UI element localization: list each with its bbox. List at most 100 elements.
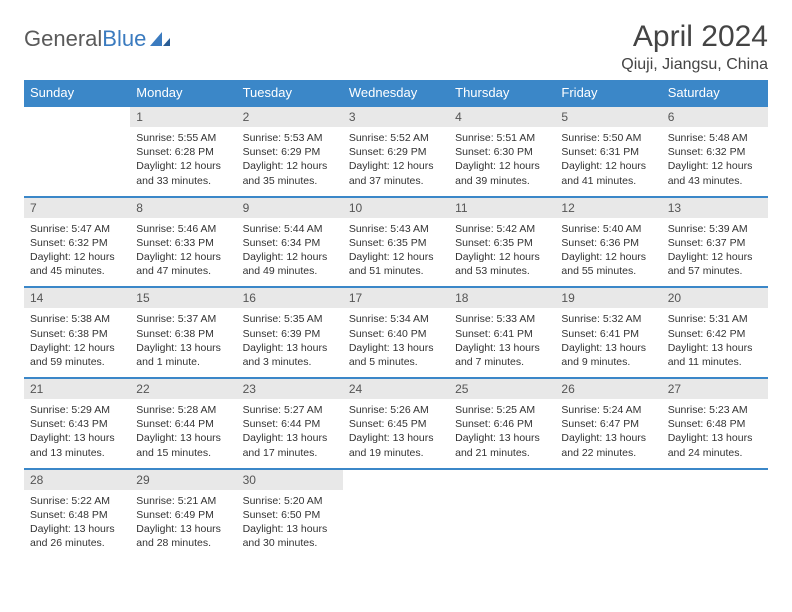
- calendar-cell: 23Sunrise: 5:27 AMSunset: 6:44 PMDayligh…: [237, 378, 343, 469]
- sunset-line: Sunset: 6:42 PM: [668, 327, 762, 341]
- day-content: Sunrise: 5:23 AMSunset: 6:48 PMDaylight:…: [662, 399, 768, 468]
- day-number: 4: [449, 107, 555, 127]
- day-content: Sunrise: 5:38 AMSunset: 6:38 PMDaylight:…: [24, 308, 130, 377]
- daylight-line: Daylight: 12 hours and 43 minutes.: [668, 159, 762, 187]
- daylight-line: Daylight: 13 hours and 24 minutes.: [668, 431, 762, 459]
- calendar-cell: [24, 106, 130, 197]
- sunset-line: Sunset: 6:29 PM: [349, 145, 443, 159]
- day-number: 30: [237, 470, 343, 490]
- sunrise-line: Sunrise: 5:42 AM: [455, 222, 549, 236]
- day-number-blank: [449, 470, 555, 490]
- calendar-cell: [555, 469, 661, 559]
- day-number: 23: [237, 379, 343, 399]
- calendar-cell: 21Sunrise: 5:29 AMSunset: 6:43 PMDayligh…: [24, 378, 130, 469]
- day-number: 7: [24, 198, 130, 218]
- day-content: Sunrise: 5:28 AMSunset: 6:44 PMDaylight:…: [130, 399, 236, 468]
- sunset-line: Sunset: 6:33 PM: [136, 236, 230, 250]
- daylight-line: Daylight: 12 hours and 33 minutes.: [136, 159, 230, 187]
- sunset-line: Sunset: 6:49 PM: [136, 508, 230, 522]
- day-number: 21: [24, 379, 130, 399]
- logo-word2: Blue: [102, 26, 146, 51]
- logo-sail-icon: [148, 30, 172, 48]
- day-number: 17: [343, 288, 449, 308]
- weekday-header: Tuesday: [237, 80, 343, 106]
- day-content: Sunrise: 5:34 AMSunset: 6:40 PMDaylight:…: [343, 308, 449, 377]
- sunset-line: Sunset: 6:45 PM: [349, 417, 443, 431]
- calendar-cell: 28Sunrise: 5:22 AMSunset: 6:48 PMDayligh…: [24, 469, 130, 559]
- daylight-line: Daylight: 13 hours and 28 minutes.: [136, 522, 230, 550]
- calendar-cell: 16Sunrise: 5:35 AMSunset: 6:39 PMDayligh…: [237, 287, 343, 378]
- day-content: Sunrise: 5:22 AMSunset: 6:48 PMDaylight:…: [24, 490, 130, 559]
- daylight-line: Daylight: 12 hours and 55 minutes.: [561, 250, 655, 278]
- sunset-line: Sunset: 6:43 PM: [30, 417, 124, 431]
- daylight-line: Daylight: 12 hours and 39 minutes.: [455, 159, 549, 187]
- daylight-line: Daylight: 12 hours and 51 minutes.: [349, 250, 443, 278]
- calendar-cell: 11Sunrise: 5:42 AMSunset: 6:35 PMDayligh…: [449, 197, 555, 288]
- calendar-cell: 7Sunrise: 5:47 AMSunset: 6:32 PMDaylight…: [24, 197, 130, 288]
- day-content-blank: [24, 127, 130, 185]
- day-number: 1: [130, 107, 236, 127]
- sunset-line: Sunset: 6:29 PM: [243, 145, 337, 159]
- day-number: 25: [449, 379, 555, 399]
- weekday-header: Thursday: [449, 80, 555, 106]
- sunrise-line: Sunrise: 5:48 AM: [668, 131, 762, 145]
- sunset-line: Sunset: 6:36 PM: [561, 236, 655, 250]
- sunrise-line: Sunrise: 5:43 AM: [349, 222, 443, 236]
- day-content: Sunrise: 5:53 AMSunset: 6:29 PMDaylight:…: [237, 127, 343, 196]
- sunset-line: Sunset: 6:37 PM: [668, 236, 762, 250]
- day-number: 16: [237, 288, 343, 308]
- day-content: Sunrise: 5:44 AMSunset: 6:34 PMDaylight:…: [237, 218, 343, 287]
- day-content: Sunrise: 5:20 AMSunset: 6:50 PMDaylight:…: [237, 490, 343, 559]
- day-content: Sunrise: 5:21 AMSunset: 6:49 PMDaylight:…: [130, 490, 236, 559]
- day-content: Sunrise: 5:29 AMSunset: 6:43 PMDaylight:…: [24, 399, 130, 468]
- calendar-cell: 5Sunrise: 5:50 AMSunset: 6:31 PMDaylight…: [555, 106, 661, 197]
- weekday-header: Monday: [130, 80, 236, 106]
- daylight-line: Daylight: 13 hours and 9 minutes.: [561, 341, 655, 369]
- day-number: 5: [555, 107, 661, 127]
- calendar-cell: 29Sunrise: 5:21 AMSunset: 6:49 PMDayligh…: [130, 469, 236, 559]
- calendar-cell: [662, 469, 768, 559]
- day-number: 14: [24, 288, 130, 308]
- daylight-line: Daylight: 13 hours and 13 minutes.: [30, 431, 124, 459]
- daylight-line: Daylight: 13 hours and 30 minutes.: [243, 522, 337, 550]
- day-content: Sunrise: 5:26 AMSunset: 6:45 PMDaylight:…: [343, 399, 449, 468]
- daylight-line: Daylight: 12 hours and 35 minutes.: [243, 159, 337, 187]
- calendar-cell: 8Sunrise: 5:46 AMSunset: 6:33 PMDaylight…: [130, 197, 236, 288]
- daylight-line: Daylight: 13 hours and 11 minutes.: [668, 341, 762, 369]
- day-number-blank: [662, 470, 768, 490]
- day-content: Sunrise: 5:43 AMSunset: 6:35 PMDaylight:…: [343, 218, 449, 287]
- daylight-line: Daylight: 12 hours and 59 minutes.: [30, 341, 124, 369]
- sunset-line: Sunset: 6:41 PM: [561, 327, 655, 341]
- day-content-blank: [662, 490, 768, 548]
- day-content: Sunrise: 5:32 AMSunset: 6:41 PMDaylight:…: [555, 308, 661, 377]
- calendar-cell: 13Sunrise: 5:39 AMSunset: 6:37 PMDayligh…: [662, 197, 768, 288]
- sunset-line: Sunset: 6:44 PM: [136, 417, 230, 431]
- sunrise-line: Sunrise: 5:55 AM: [136, 131, 230, 145]
- calendar-cell: 12Sunrise: 5:40 AMSunset: 6:36 PMDayligh…: [555, 197, 661, 288]
- calendar-row: 21Sunrise: 5:29 AMSunset: 6:43 PMDayligh…: [24, 378, 768, 469]
- calendar-cell: [343, 469, 449, 559]
- daylight-line: Daylight: 13 hours and 26 minutes.: [30, 522, 124, 550]
- calendar-table: SundayMondayTuesdayWednesdayThursdayFrid…: [24, 80, 768, 558]
- calendar-cell: 25Sunrise: 5:25 AMSunset: 6:46 PMDayligh…: [449, 378, 555, 469]
- sunrise-line: Sunrise: 5:47 AM: [30, 222, 124, 236]
- calendar-cell: 9Sunrise: 5:44 AMSunset: 6:34 PMDaylight…: [237, 197, 343, 288]
- sunset-line: Sunset: 6:38 PM: [136, 327, 230, 341]
- sunrise-line: Sunrise: 5:46 AM: [136, 222, 230, 236]
- calendar-cell: 14Sunrise: 5:38 AMSunset: 6:38 PMDayligh…: [24, 287, 130, 378]
- sunrise-line: Sunrise: 5:35 AM: [243, 312, 337, 326]
- calendar-cell: 4Sunrise: 5:51 AMSunset: 6:30 PMDaylight…: [449, 106, 555, 197]
- day-content: Sunrise: 5:24 AMSunset: 6:47 PMDaylight:…: [555, 399, 661, 468]
- day-number-blank: [555, 470, 661, 490]
- day-content: Sunrise: 5:37 AMSunset: 6:38 PMDaylight:…: [130, 308, 236, 377]
- calendar-cell: 22Sunrise: 5:28 AMSunset: 6:44 PMDayligh…: [130, 378, 236, 469]
- daylight-line: Daylight: 12 hours and 53 minutes.: [455, 250, 549, 278]
- logo-text: GeneralBlue: [24, 26, 146, 52]
- calendar-cell: 3Sunrise: 5:52 AMSunset: 6:29 PMDaylight…: [343, 106, 449, 197]
- day-content: Sunrise: 5:51 AMSunset: 6:30 PMDaylight:…: [449, 127, 555, 196]
- calendar-cell: 19Sunrise: 5:32 AMSunset: 6:41 PMDayligh…: [555, 287, 661, 378]
- daylight-line: Daylight: 12 hours and 47 minutes.: [136, 250, 230, 278]
- sunrise-line: Sunrise: 5:21 AM: [136, 494, 230, 508]
- day-content: Sunrise: 5:35 AMSunset: 6:39 PMDaylight:…: [237, 308, 343, 377]
- day-content: Sunrise: 5:50 AMSunset: 6:31 PMDaylight:…: [555, 127, 661, 196]
